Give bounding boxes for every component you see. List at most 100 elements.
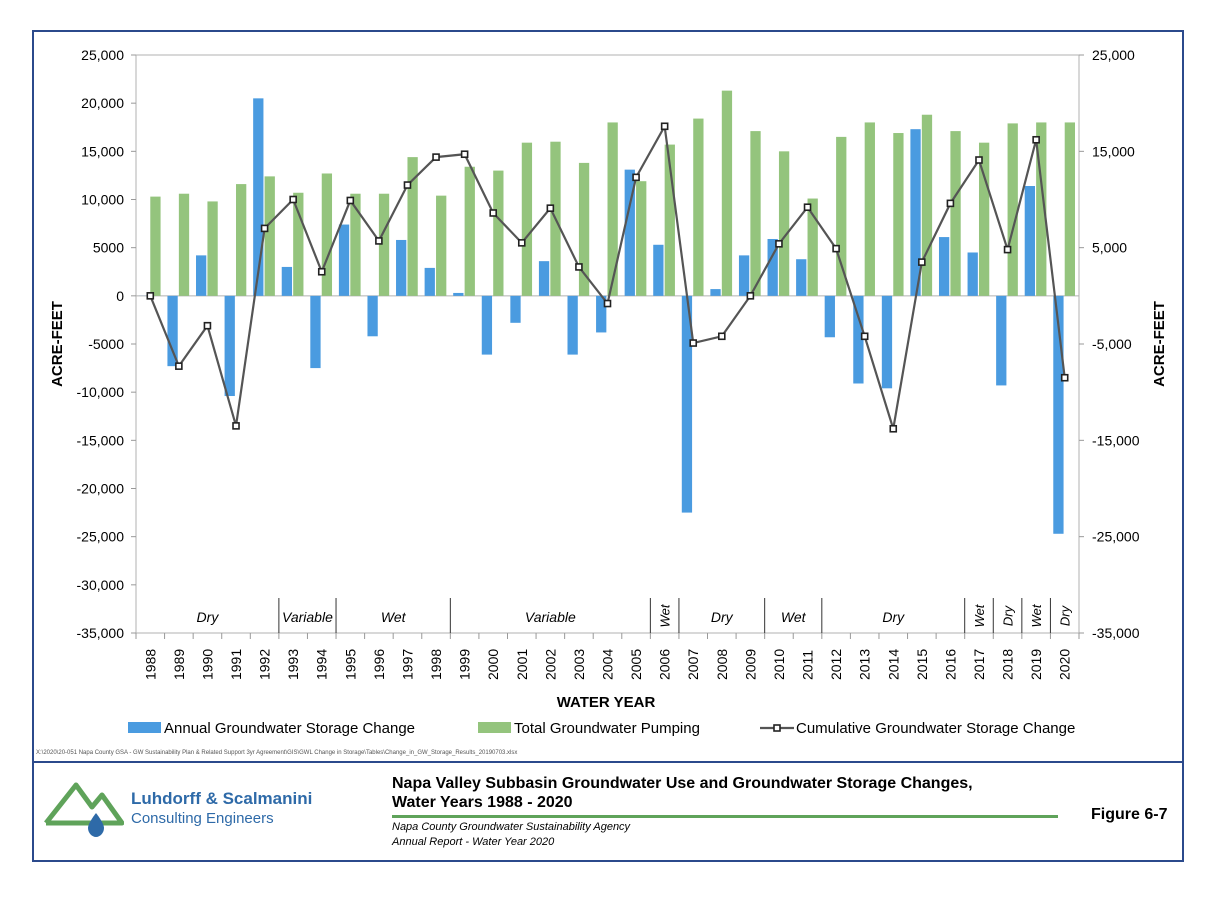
storage-change-bar <box>281 266 293 296</box>
storage-change-bar <box>796 259 807 296</box>
cumulative-point <box>575 263 583 271</box>
pumping-bar <box>493 170 504 296</box>
x-tick-label: 1990 <box>199 649 215 680</box>
cumulative-point <box>832 244 840 253</box>
title-rule <box>392 815 1058 818</box>
cumulative-point <box>375 237 383 245</box>
y-tick-label: -10,000 <box>77 384 125 400</box>
cumulative-point <box>517 239 526 247</box>
company-subtitle: Consulting Engineers <box>131 810 274 827</box>
x-tick-label: 2017 <box>971 649 987 680</box>
x-tick-label: 2012 <box>828 649 844 680</box>
x-tick-label: 2014 <box>885 649 901 680</box>
company-logo <box>44 782 124 837</box>
storage-change-bar <box>853 295 864 384</box>
pumping-bar <box>1064 122 1075 296</box>
pumping-bar <box>636 181 647 296</box>
storage-change-bar <box>1053 295 1064 534</box>
x-tick-label: 1988 <box>142 649 158 680</box>
cumulative-point <box>689 339 698 347</box>
legend-swatch-storage-change <box>128 722 161 733</box>
pumping-bar <box>1007 123 1018 296</box>
cumulative-point <box>203 321 212 330</box>
cumulative-point <box>232 422 240 430</box>
pumping-bar <box>864 122 875 296</box>
pumping-bar <box>978 142 990 296</box>
storage-change-bar <box>653 244 664 296</box>
period-label: Wet <box>1029 603 1044 627</box>
storage-change-bar <box>310 295 321 369</box>
storage-change-bar <box>596 295 607 333</box>
storage-change-bar <box>967 252 978 296</box>
y-tick-label: -30,000 <box>77 577 125 593</box>
period-label: Dry <box>1001 604 1016 626</box>
x-tick-label: 2003 <box>571 649 587 680</box>
x-tick-label: 2018 <box>1000 649 1016 680</box>
pumping-bar <box>407 157 418 296</box>
y-tick-label: 25,000 <box>81 47 124 63</box>
y2-axis-title: ACRE-FEET <box>1151 301 1168 387</box>
pumping-bar <box>750 131 761 296</box>
period-label: Wet <box>381 609 407 625</box>
footer-divider <box>34 761 1182 763</box>
x-tick-label: 2007 <box>685 649 701 680</box>
y-axis-title: ACRE-FEET <box>49 301 66 387</box>
pumping-bar <box>207 201 218 296</box>
period-label: Wet <box>658 603 673 627</box>
storage-change-bar <box>424 267 435 296</box>
storage-change-bar <box>910 129 921 296</box>
chart: Dry Variable Wet Variable Wet Dry Wet Dry Wet Dry… <box>49 47 1168 737</box>
cumulative-point <box>1003 245 1012 254</box>
pumping-bar <box>664 144 675 296</box>
figure-number: Figure 6-7 <box>1091 806 1168 823</box>
storage-change-bar <box>824 295 835 338</box>
period-label: Dry <box>711 609 734 625</box>
x-tick-label: 2001 <box>514 649 530 680</box>
storage-change-bar <box>338 224 350 296</box>
file-path-note: X:\2020\20-051 Napa County GSA - GW Sust… <box>36 750 518 756</box>
storage-change-bar <box>996 295 1007 386</box>
cumulative-point <box>175 362 183 370</box>
pumping-bar <box>836 136 847 296</box>
storage-change-bar <box>196 255 207 296</box>
cumulative-point <box>317 267 326 276</box>
x-tick-label: 1999 <box>457 649 473 680</box>
pumping-bar <box>807 198 818 296</box>
cumulative-point <box>1032 135 1040 144</box>
x-tick-label: 2013 <box>857 649 873 680</box>
cumulative-point <box>1060 373 1069 382</box>
pumping-bar <box>607 122 618 296</box>
y-tick-label: -20,000 <box>77 481 125 497</box>
storage-change-bar <box>481 295 493 355</box>
x-tick-label: 1997 <box>399 649 415 680</box>
x-tick-label: 1996 <box>371 649 387 680</box>
x-tick-label: 2020 <box>1057 649 1073 680</box>
cumulative-point <box>803 203 812 212</box>
cumulative-point <box>632 173 640 182</box>
x-tick-label: 1992 <box>257 649 273 680</box>
period-label: Dry <box>197 609 220 625</box>
pumping-bar <box>178 193 190 296</box>
storage-change-bar <box>1024 186 1035 296</box>
y-tick-label: -25,000 <box>77 529 125 545</box>
cumulative-point <box>918 258 926 266</box>
x-tick-label: 2000 <box>485 649 501 680</box>
pumping-bar <box>893 133 904 296</box>
x-tick-label: 2015 <box>914 649 930 680</box>
storage-change-bar <box>681 295 693 513</box>
y2-tick-label: 25,000 <box>1092 47 1135 63</box>
x-tick-label: 1998 <box>428 649 444 680</box>
storage-change-bar <box>453 292 464 296</box>
period-label: Variable <box>525 609 576 625</box>
storage-change-bar <box>510 295 521 323</box>
pumping-bar <box>521 142 533 296</box>
period-label: Wet <box>972 603 987 627</box>
cumulative-point <box>718 332 726 341</box>
cumulative-point <box>746 292 755 300</box>
cumulative-point <box>432 153 440 161</box>
cumulative-point <box>489 209 497 217</box>
pumping-bar <box>1036 122 1047 296</box>
storage-change-bar <box>938 237 950 296</box>
legend-label-cumulative: Cumulative Groundwater Storage Change <box>796 720 1075 737</box>
y2-tick-label: 5,000 <box>1092 240 1127 256</box>
